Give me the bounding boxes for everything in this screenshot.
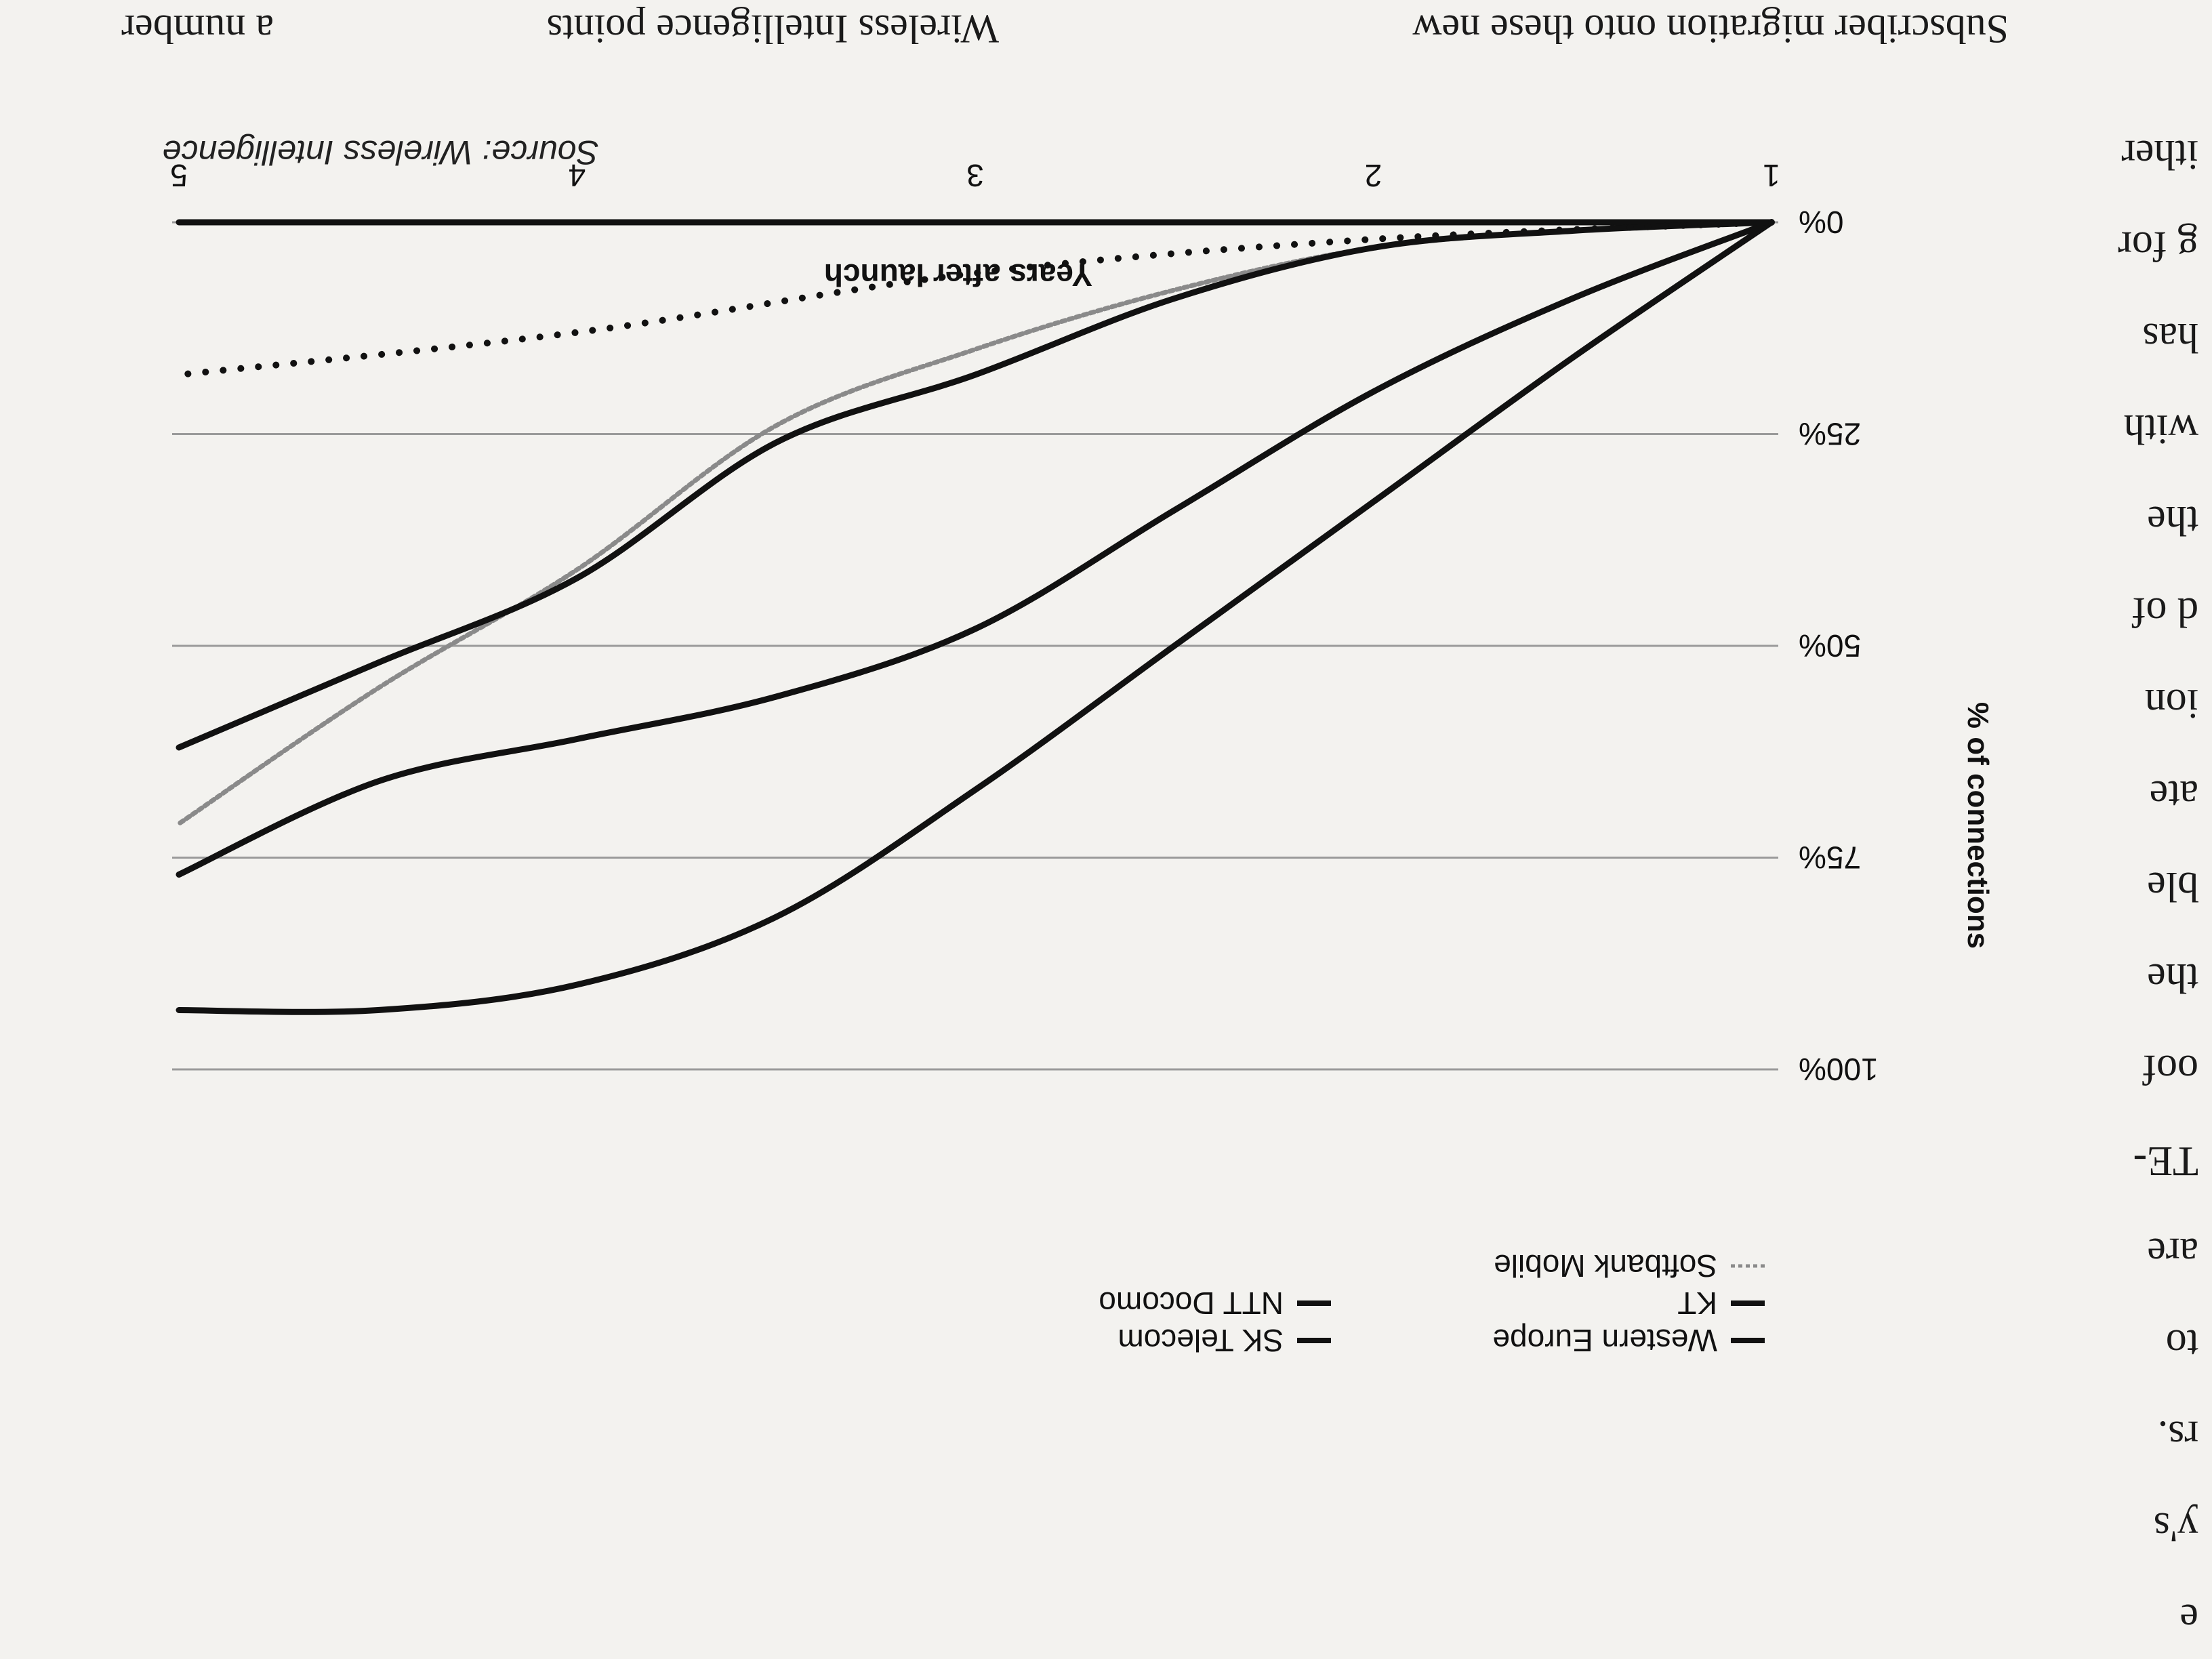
left-text-fragment: the (2147, 497, 2198, 544)
left-text-fragment: ble (2147, 863, 2198, 909)
body-text-2: Wireless Intelligence points (547, 7, 999, 52)
left-text-fragment: ither (2121, 131, 2198, 178)
left-text-fragment: with (2124, 406, 2198, 452)
legend-label: Softbank Mobile (1494, 1248, 1717, 1284)
x-tick-label: 4 (569, 158, 586, 193)
y-tick-label: 0% (1799, 205, 1843, 240)
series-line-ntt-docomo (176, 219, 1775, 751)
left-text-fragment: has (2142, 314, 2198, 361)
legend-label: NTT Docomo (1099, 1286, 1284, 1321)
series-line-sk-telecom (176, 219, 1775, 878)
legend-label: SK Telecom (1118, 1323, 1284, 1358)
left-text-fragment: d of (2132, 589, 2199, 635)
body-text: Subscriber migration onto these new Wire… (121, 7, 2009, 52)
x-tick-label: 5 (170, 158, 188, 193)
x-tick-label: 2 (1365, 158, 1382, 193)
left-text-fragment: oof (2142, 1046, 2198, 1092)
left-text-fragment: e (2179, 1595, 2198, 1641)
y-tick-label: 75% (1799, 840, 1861, 876)
source-note: Source: Wireless Intelligence (163, 134, 599, 171)
series-line-kt (176, 219, 1775, 1015)
series-lines (176, 219, 1775, 1015)
left-text-fragment: TE- (2133, 1138, 2198, 1184)
left-text-fragment: y's (2154, 1504, 2198, 1550)
legend-label: KT (1677, 1286, 1717, 1321)
y-tick-labels: 0% 25% 50% 75% 100% (1799, 205, 1879, 1087)
left-text-fragment: ion (2145, 680, 2198, 726)
left-text-fragment: g for (2118, 223, 2198, 269)
y-tick-label: 25% (1799, 417, 1861, 452)
series-line-unlabeled-dotted (176, 219, 1775, 378)
x-tick-labels: 1 2 3 4 5 (170, 158, 1780, 193)
y-axis-label: % of connections (1961, 702, 1994, 949)
y-tick-label: 50% (1799, 628, 1861, 663)
x-axis-label: Years after launch (824, 258, 1092, 293)
x-tick-label: 3 (966, 158, 984, 193)
left-text-fragment: are (2147, 1229, 2198, 1275)
legend-label: Western Europe (1492, 1323, 1717, 1358)
left-text-fragment: rs. (2158, 1412, 2198, 1458)
left-text-fragment: ate (2150, 772, 2198, 818)
y-tick-label: 100% (1799, 1052, 1879, 1087)
body-text-3: a number (121, 7, 274, 52)
left-text-fragment: to (2166, 1321, 2198, 1367)
x-tick-label: 1 (1763, 158, 1780, 193)
left-text-fragment: the (2147, 955, 2198, 1001)
left-column-text: e y's rs. to are TE-oof the ble ate ion d of the wit… (2118, 131, 2198, 1641)
body-text-1: Subscriber migration onto these new (1412, 7, 2009, 52)
